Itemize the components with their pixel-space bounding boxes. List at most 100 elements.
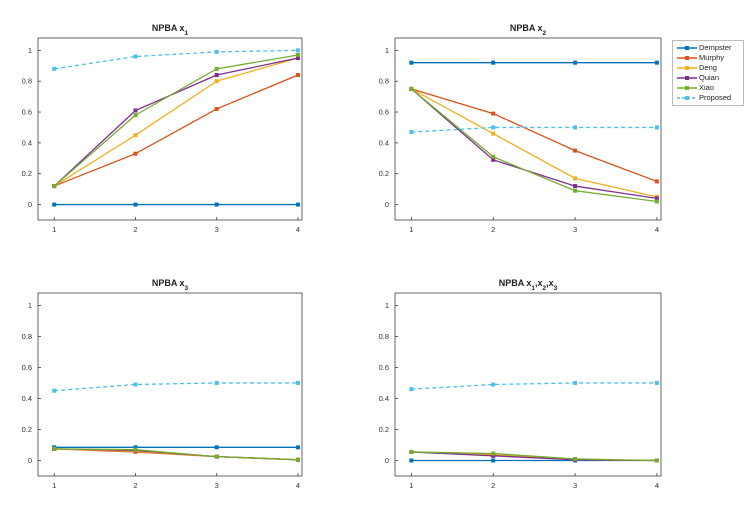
x-tick-label: 1 [52,481,56,490]
series-line-proposed [411,382,657,390]
marker-proposed [214,380,219,385]
series-line-proposed [411,126,657,133]
x-tick-label: 3 [215,481,219,490]
marker-murphy [295,73,300,78]
title-text: NPBA x [499,278,532,288]
series-line-murphy [411,88,658,183]
marker-xiao [214,66,219,71]
marker-proposed [573,380,578,385]
y-tick-label: 0.2 [379,425,389,434]
legend-swatch-quian [677,76,697,80]
x-tick-label: 3 [573,481,577,490]
legend-label: Murphy [699,53,725,62]
title-text: NPBA x [152,278,185,288]
marker-xiao [52,184,57,189]
legend-swatch-deng [677,66,697,70]
marker-murphy [491,111,496,116]
legend-item-deng: Deng [675,63,743,73]
marker-proposed [295,380,300,385]
marker-xiao [573,456,578,461]
marker-xiao [295,457,300,462]
legend-item-xiao: Xiao [675,83,743,93]
series-line-xiao [54,448,298,461]
marker-xiao [52,446,57,451]
x-tick-label: 2 [491,225,495,234]
series-line-deng [53,57,299,187]
marker-xiao [573,188,578,193]
marker-xiao [133,113,138,118]
chart-title: NPBA x3 [152,278,189,292]
chart-title: NPBA x2 [510,23,547,37]
legend-swatch-proposed [677,96,697,100]
y-tick-label: 0.8 [379,332,389,341]
marker-deng [133,133,138,138]
y-tick-label: 0.4 [379,394,389,403]
title-text: ,x [546,278,554,288]
marker-dempster [133,445,138,450]
y-tick-label: 0 [28,200,32,209]
series-line-xiao [411,451,657,462]
marker-proposed [654,380,659,385]
series-line-quian [53,57,299,187]
marker-dempster [409,458,414,463]
x-tick-label: 3 [573,225,577,234]
marker-xiao [295,52,300,57]
x-tick-label: 2 [133,225,137,234]
marker-dempster [295,202,300,207]
marker-deng [573,176,578,181]
legend-label: Xiao [699,83,715,92]
marker-proposed [573,125,578,130]
title-subscript: 2 [543,30,547,37]
series-line-deng [411,88,658,198]
y-tick-label: 0.4 [379,138,389,147]
axes-frame [394,292,662,477]
marker-dempster [214,202,219,207]
title-subscript: 2 [543,285,547,292]
x-tick-label: 4 [296,225,300,234]
marker-deng [491,131,496,136]
marker-xiao [133,447,138,452]
legend-item-dempster: Dempster [675,43,743,53]
legend-swatch-xiao [677,86,697,90]
marker-quian [295,56,300,61]
marker-dempster [295,445,300,450]
marker-proposed [409,387,414,392]
y-tick-label: 0.2 [379,169,389,178]
title-text: NPBA x [152,23,185,33]
marker-quian [491,453,496,458]
legend-label: Dempster [699,43,732,52]
title-subscript: 3 [185,285,189,292]
chart-title: NPBA x1,x2,x3 [499,278,558,292]
y-tick-label: 0.8 [379,77,389,86]
marker-proposed [52,66,57,71]
x-tick-label: 3 [215,225,219,234]
legend-swatch-murphy [677,56,697,60]
marker-proposed [52,388,57,393]
marker-quian [573,184,578,189]
y-tick-label: 0 [385,456,389,465]
title-text: ,x [535,278,543,288]
y-tick-label: 1 [28,46,32,55]
y-tick-label: 0.4 [22,138,32,147]
marker-dempster [491,458,496,463]
marker-xiao [654,458,659,463]
series-line-murphy [54,74,299,187]
legend-item-quian: Quian [675,73,743,83]
y-tick-label: 1 [385,301,389,310]
x-tick-label: 4 [655,481,659,490]
marker-quian [133,108,138,113]
series-line-xiao [410,88,657,203]
y-tick-label: 0.6 [22,108,32,117]
y-tick-label: 0.4 [22,394,32,403]
y-tick-label: 0.8 [22,332,32,341]
marker-dempster [133,202,138,207]
title-text: NPBA x [510,23,543,33]
marker-proposed [491,125,496,130]
marker-quian [214,73,219,78]
axes-frame [37,37,303,221]
marker-xiao [409,449,414,454]
title-subscript: 3 [554,285,558,292]
y-tick-label: 0.2 [22,425,32,434]
